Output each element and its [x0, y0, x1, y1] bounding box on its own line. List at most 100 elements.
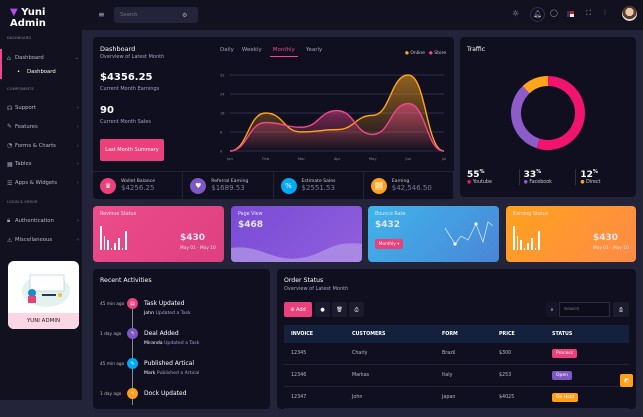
activity-icon: ϟ — [127, 328, 138, 339]
label: Dashboard — [27, 69, 56, 75]
page-view-card: Page View $468 — [231, 206, 362, 262]
card-title: Revinue Status — [100, 212, 137, 217]
area-chart: 0 8 16 24 32 Jan Feb Mar Apr May Jun Jul — [220, 74, 447, 162]
sales-value: 90 — [100, 105, 114, 116]
table-row[interactable]: 12345 Charly Brazil $300 Process — [284, 343, 629, 365]
legend-dot: ● — [523, 180, 528, 185]
activity-item[interactable]: 45 min ago ▤ Task Updated John Updated a Ta… — [93, 297, 263, 327]
spark-bar — [100, 226, 102, 250]
bounce-rate-card: Bounce Rate $432 Monthly ▾ — [368, 206, 499, 262]
legend-dot: ● — [580, 180, 585, 185]
avatar[interactable] — [622, 6, 637, 21]
status-badge[interactable]: Open — [552, 371, 573, 380]
spark-bar — [530, 238, 533, 250]
activity-item[interactable]: 1 day ago ϟ Dock Updated — [93, 387, 263, 417]
order-status-card: Order Status Overview of Latest Month ⊕ … — [277, 269, 636, 409]
sidebar-item[interactable]: ⚠ Miscellaneous › — [7, 234, 79, 246]
spark-bar — [513, 226, 515, 250]
mini-label: Wallet Balance — [121, 179, 156, 184]
x-tick-label: Apr — [334, 156, 341, 161]
activity-item[interactable]: 1 day ago ϟ Deal Added Miranda Updated a Ta… — [93, 327, 263, 357]
card-title: Dashboard — [100, 45, 136, 53]
y-tick-label: 32 — [220, 74, 224, 78]
print-icon[interactable]: ⎙ — [613, 302, 629, 317]
bell-icon[interactable]: 🔔︎ — [530, 7, 545, 22]
card-title: Recent Activities — [100, 277, 152, 284]
spark-bar — [110, 247, 113, 250]
column-header[interactable]: CUSTOMERS — [352, 331, 386, 337]
sidebar-subitem-dashboard[interactable]: • Dashboard — [17, 66, 77, 78]
activity-item[interactable]: 45 min ago ✎ Published Artical Mark Publish… — [93, 357, 263, 387]
settings-sliders-icon[interactable]: ⫶ — [604, 9, 606, 17]
logo[interactable]: ▼ Yuni Admin — [10, 7, 82, 29]
unit: % — [479, 169, 485, 175]
settings-icon[interactable]: ● — [315, 302, 330, 317]
print-icon[interactable]: ⎙ — [349, 302, 364, 317]
crown-icon: ♛ — [100, 177, 116, 194]
spark-bar — [114, 242, 116, 250]
column-header[interactable]: INVOICE — [291, 331, 314, 337]
chevron-right-icon: › — [77, 123, 79, 130]
table-cell: 12345 — [291, 351, 307, 356]
percent-icon: % — [280, 177, 297, 194]
add-button[interactable]: ⊕ Add — [284, 302, 312, 317]
activity-icon: ✎ — [127, 358, 138, 369]
donut-chart — [511, 76, 585, 150]
traffic-percent: 12 — [580, 170, 593, 180]
column-header[interactable]: FORM — [442, 331, 458, 337]
search-icon[interactable]: ⚙ — [182, 11, 188, 19]
earnings-label: Current Month Earnings — [100, 86, 160, 92]
table-header: INVOICE CUSTOMERS FORM PRICE STATUS — [284, 325, 629, 343]
scroll-to-top-button[interactable]: ◩ — [620, 374, 633, 387]
sun-icon[interactable]: ☼ — [512, 9, 520, 18]
mini-stat: ♛ Wallet Balance $4256.25 — [93, 172, 184, 199]
stat-value: $430 — [593, 233, 619, 243]
activity-time: 45 min ago — [100, 362, 125, 367]
table-row[interactable]: 12347 John Japan $4025 On Hold — [284, 387, 629, 409]
traffic-card: Traffic 55% ● Youtube 33% ● Facebook 12% ● Di… — [460, 37, 636, 197]
x-tick-label: May — [369, 156, 378, 161]
stat-value: $432 — [375, 220, 401, 230]
order-search-input[interactable] — [559, 302, 610, 317]
tab-monthly[interactable]: Monthly — [269, 47, 298, 57]
lock-icon: 🔒︎ — [7, 217, 11, 224]
search-icon[interactable]: ⌕ — [546, 302, 558, 317]
last-month-summary-button[interactable]: Last Month Summary — [100, 139, 164, 161]
x-tick-label: Feb — [262, 156, 269, 161]
search-box[interactable]: ⚙ — [114, 7, 198, 23]
dashboard-card: Dashboard Overview of Latest Month $4356… — [93, 37, 454, 199]
menu-icon[interactable]: ≡ — [98, 10, 105, 19]
mini-value: $2551.53 — [301, 184, 335, 192]
tab-yearly[interactable]: Yearly — [305, 47, 323, 53]
sidebar-item[interactable]: ☊ Support › — [7, 102, 79, 114]
sidebar-item[interactable]: ▦ Tables › — [7, 158, 79, 170]
label: Authentication — [15, 218, 54, 224]
table-cell: John — [352, 395, 363, 400]
status-badge[interactable]: On Hold — [552, 393, 579, 402]
column-header[interactable]: PRICE — [499, 331, 515, 337]
fullscreen-icon[interactable]: ⛶ — [586, 9, 591, 17]
activity-icon: ▤ — [127, 298, 138, 309]
mini-label: Referral Earning — [211, 179, 249, 184]
flag-us-icon[interactable] — [567, 11, 574, 17]
trash-icon[interactable]: 🗑︎ — [332, 302, 347, 317]
mini-value: $42,546.50 — [391, 184, 432, 192]
card-title: Order Status — [284, 277, 324, 284]
tab-daily[interactable]: Daily — [220, 47, 234, 53]
chat-icon[interactable]: ◯ — [550, 9, 558, 17]
sidebar-item[interactable]: 🔒︎ Authentication › — [7, 215, 79, 227]
sidebar-item[interactable]: ☰ Apps & Widgets › — [7, 177, 79, 189]
spark-bar — [523, 247, 526, 250]
status-badge[interactable]: Process — [552, 349, 578, 358]
x-tick-label: Jul — [441, 156, 447, 161]
sidebar-item-dashboard[interactable]: ⌂ Dashboard ⌄ — [7, 52, 79, 64]
tab-weekly[interactable]: Weekly — [241, 47, 262, 53]
monthly-dropdown[interactable]: Monthly ▾ — [375, 239, 403, 249]
column-header[interactable]: STATUS — [552, 331, 573, 337]
search-input[interactable] — [120, 12, 182, 18]
table-row[interactable]: 12346 Markas Italy $253 Open — [284, 365, 629, 387]
sidebar-item[interactable]: ✎ Features › — [7, 121, 79, 133]
sidebar-item[interactable]: ◔ Forms & Charts › — [7, 140, 79, 152]
warning-icon: ⚠ — [7, 236, 13, 244]
promo-card[interactable]: YUNI ADMIN — [8, 261, 79, 329]
